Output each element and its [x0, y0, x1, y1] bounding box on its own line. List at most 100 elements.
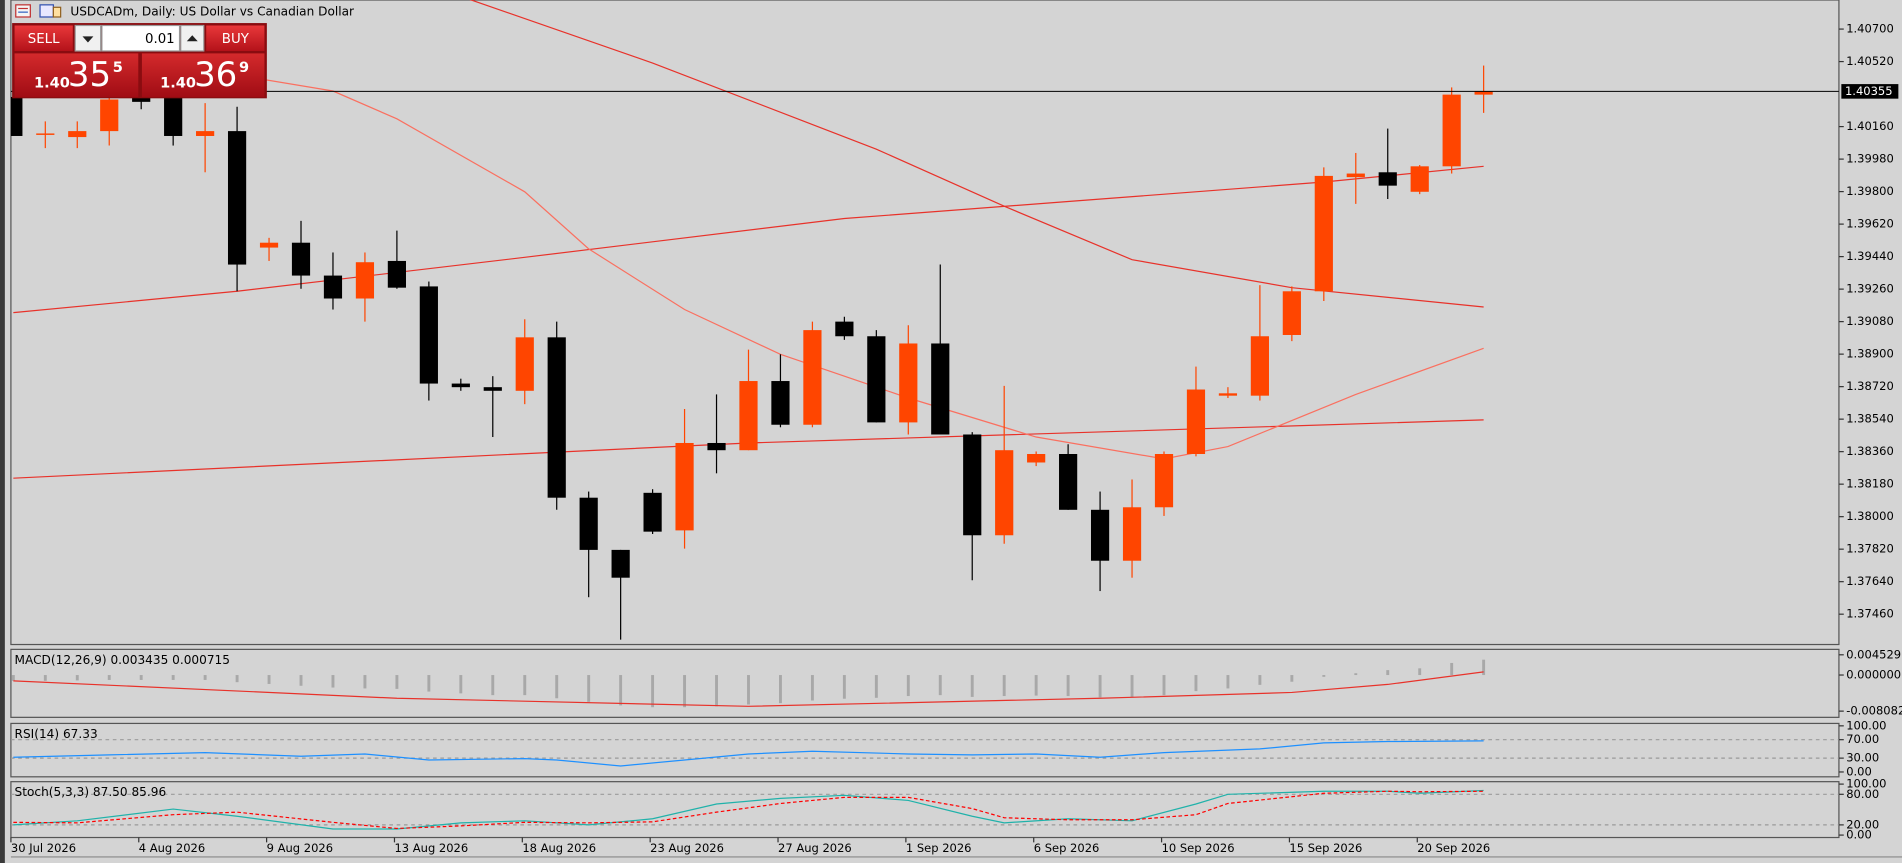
arrow-down [82, 36, 94, 43]
candle-body [164, 96, 183, 136]
indicator-label: MACD(12,26,9) 0.003435 0.000715 [15, 653, 230, 667]
macd-histogram-bar [1066, 675, 1070, 697]
macd-histogram-bar [842, 675, 846, 699]
sell-price-prefix[interactable]: 1.40 [34, 75, 70, 92]
candle-body [132, 96, 151, 102]
sell-button[interactable] [14, 25, 73, 51]
x-tick-label: 1 Sep 2026 [906, 841, 972, 855]
lot-input[interactable] [101, 24, 181, 52]
macd-histogram-bar [139, 675, 143, 680]
y-tick-label: 1.39440 [1846, 249, 1894, 263]
macd-histogram-bar [1002, 675, 1006, 697]
candle-body [1410, 166, 1429, 192]
candle-body [771, 381, 790, 425]
candle-body [196, 131, 215, 136]
buy-price-box[interactable] [141, 53, 265, 98]
candle-body [1442, 94, 1461, 167]
macd-histogram-bar [1226, 675, 1230, 689]
macd-histogram-bar [43, 675, 47, 681]
y-tick-label: 1.40700 [1846, 22, 1894, 36]
macd-histogram-bar [171, 675, 175, 680]
sell-price-pip[interactable]: 5 [113, 59, 123, 76]
macd-histogram-bar [651, 675, 655, 708]
candle-body [515, 337, 534, 391]
x-tick-label: 23 Aug 2026 [650, 841, 724, 855]
buy-price-prefix[interactable]: 1.40 [160, 75, 196, 92]
sell-price-main[interactable]: 35 [68, 55, 111, 95]
candle-body [835, 321, 854, 337]
candle-body [1122, 507, 1142, 561]
macd-histogram-bar [363, 675, 367, 689]
macd-histogram-bar [523, 675, 527, 696]
candle-body [1186, 389, 1206, 454]
sell-price-box[interactable] [14, 53, 139, 98]
candle-body [739, 381, 758, 451]
y-tick-label: 0.000000 [1846, 668, 1901, 682]
oscillator-line [13, 790, 1484, 830]
x-tick-label: 9 Aug 2026 [267, 841, 333, 855]
candle-body [1090, 509, 1110, 561]
macd-histogram-bar [1386, 670, 1390, 676]
macd-histogram-bar [555, 675, 559, 699]
sell-label[interactable]: SELL [28, 32, 60, 47]
candle-body [963, 434, 982, 536]
candle-body [36, 133, 55, 135]
current-price-tag [1841, 84, 1899, 99]
macd-histogram-bar [619, 675, 623, 706]
x-tick-label: 27 Aug 2026 [778, 841, 852, 855]
y-tick-label: 1.39980 [1846, 152, 1894, 166]
macd-panel-border [10, 648, 1840, 718]
macd-histogram-bar [1450, 662, 1454, 676]
candle-body [1346, 173, 1365, 178]
header: USDCADm, Daily: US Dollar vs Canadian Do… [15, 4, 354, 19]
buy-price-pip[interactable]: 9 [239, 59, 249, 76]
candle-body [451, 383, 470, 388]
x-tick-label: 4 Aug 2026 [139, 841, 205, 855]
stoch-plot [10, 789, 1839, 830]
candle-body [419, 286, 438, 384]
macd-histogram-bar [75, 675, 79, 681]
chart-title: USDCADm, Daily: US Dollar vs Canadian Do… [70, 5, 354, 19]
y-tick-label: 1.39080 [1846, 314, 1894, 328]
rsi-plot [10, 739, 1839, 767]
macd-histogram-bar [1034, 675, 1038, 696]
y-tick-label: 0.00 [1846, 764, 1872, 778]
x-tick-label: 10 Sep 2026 [1162, 841, 1235, 855]
axes: 1.40700 1.40520 1.40160 1.39980 1.39800 1.396… [10, 22, 1902, 855]
window-edge [0, 0, 5, 863]
candle-body [483, 387, 502, 391]
y-tick-label: 1.38360 [1846, 444, 1894, 458]
y-tick-label: 1.37820 [1846, 542, 1894, 556]
candle-body [387, 260, 406, 288]
buy-label[interactable]: BUY [222, 32, 250, 47]
y-tick-label: 20.00 [1846, 817, 1879, 831]
macd-histogram-bar [906, 675, 910, 697]
candle-body [1378, 172, 1397, 186]
y-tick-label: 70.00 [1846, 732, 1879, 746]
candle-body [1154, 453, 1174, 508]
buy-price-main[interactable]: 36 [194, 55, 237, 95]
macd-histogram-bar [683, 675, 687, 708]
y-tick-label: 1.39260 [1846, 282, 1894, 296]
arrow-up [186, 35, 198, 42]
macd-histogram-bar [459, 675, 463, 694]
macd-histogram-bar [491, 675, 495, 696]
macd-histogram-bar [1322, 675, 1326, 677]
candle-body [68, 131, 87, 138]
macd-histogram-bar [1098, 675, 1102, 698]
candle-body [547, 337, 566, 498]
buy-button[interactable] [206, 25, 265, 51]
lot-value[interactable]: 0.01 [145, 32, 175, 47]
stoch-panel-border [10, 781, 1840, 839]
macd-histogram-bar [267, 675, 271, 684]
y-tick-label: 1.38720 [1846, 379, 1894, 393]
main-panel-border [10, 0, 1840, 646]
macd-histogram-bar [874, 675, 878, 698]
candle-body [10, 96, 23, 136]
macd-histogram-bar [970, 675, 974, 697]
candle-body [675, 442, 694, 531]
main-plot [10, 0, 1839, 640]
